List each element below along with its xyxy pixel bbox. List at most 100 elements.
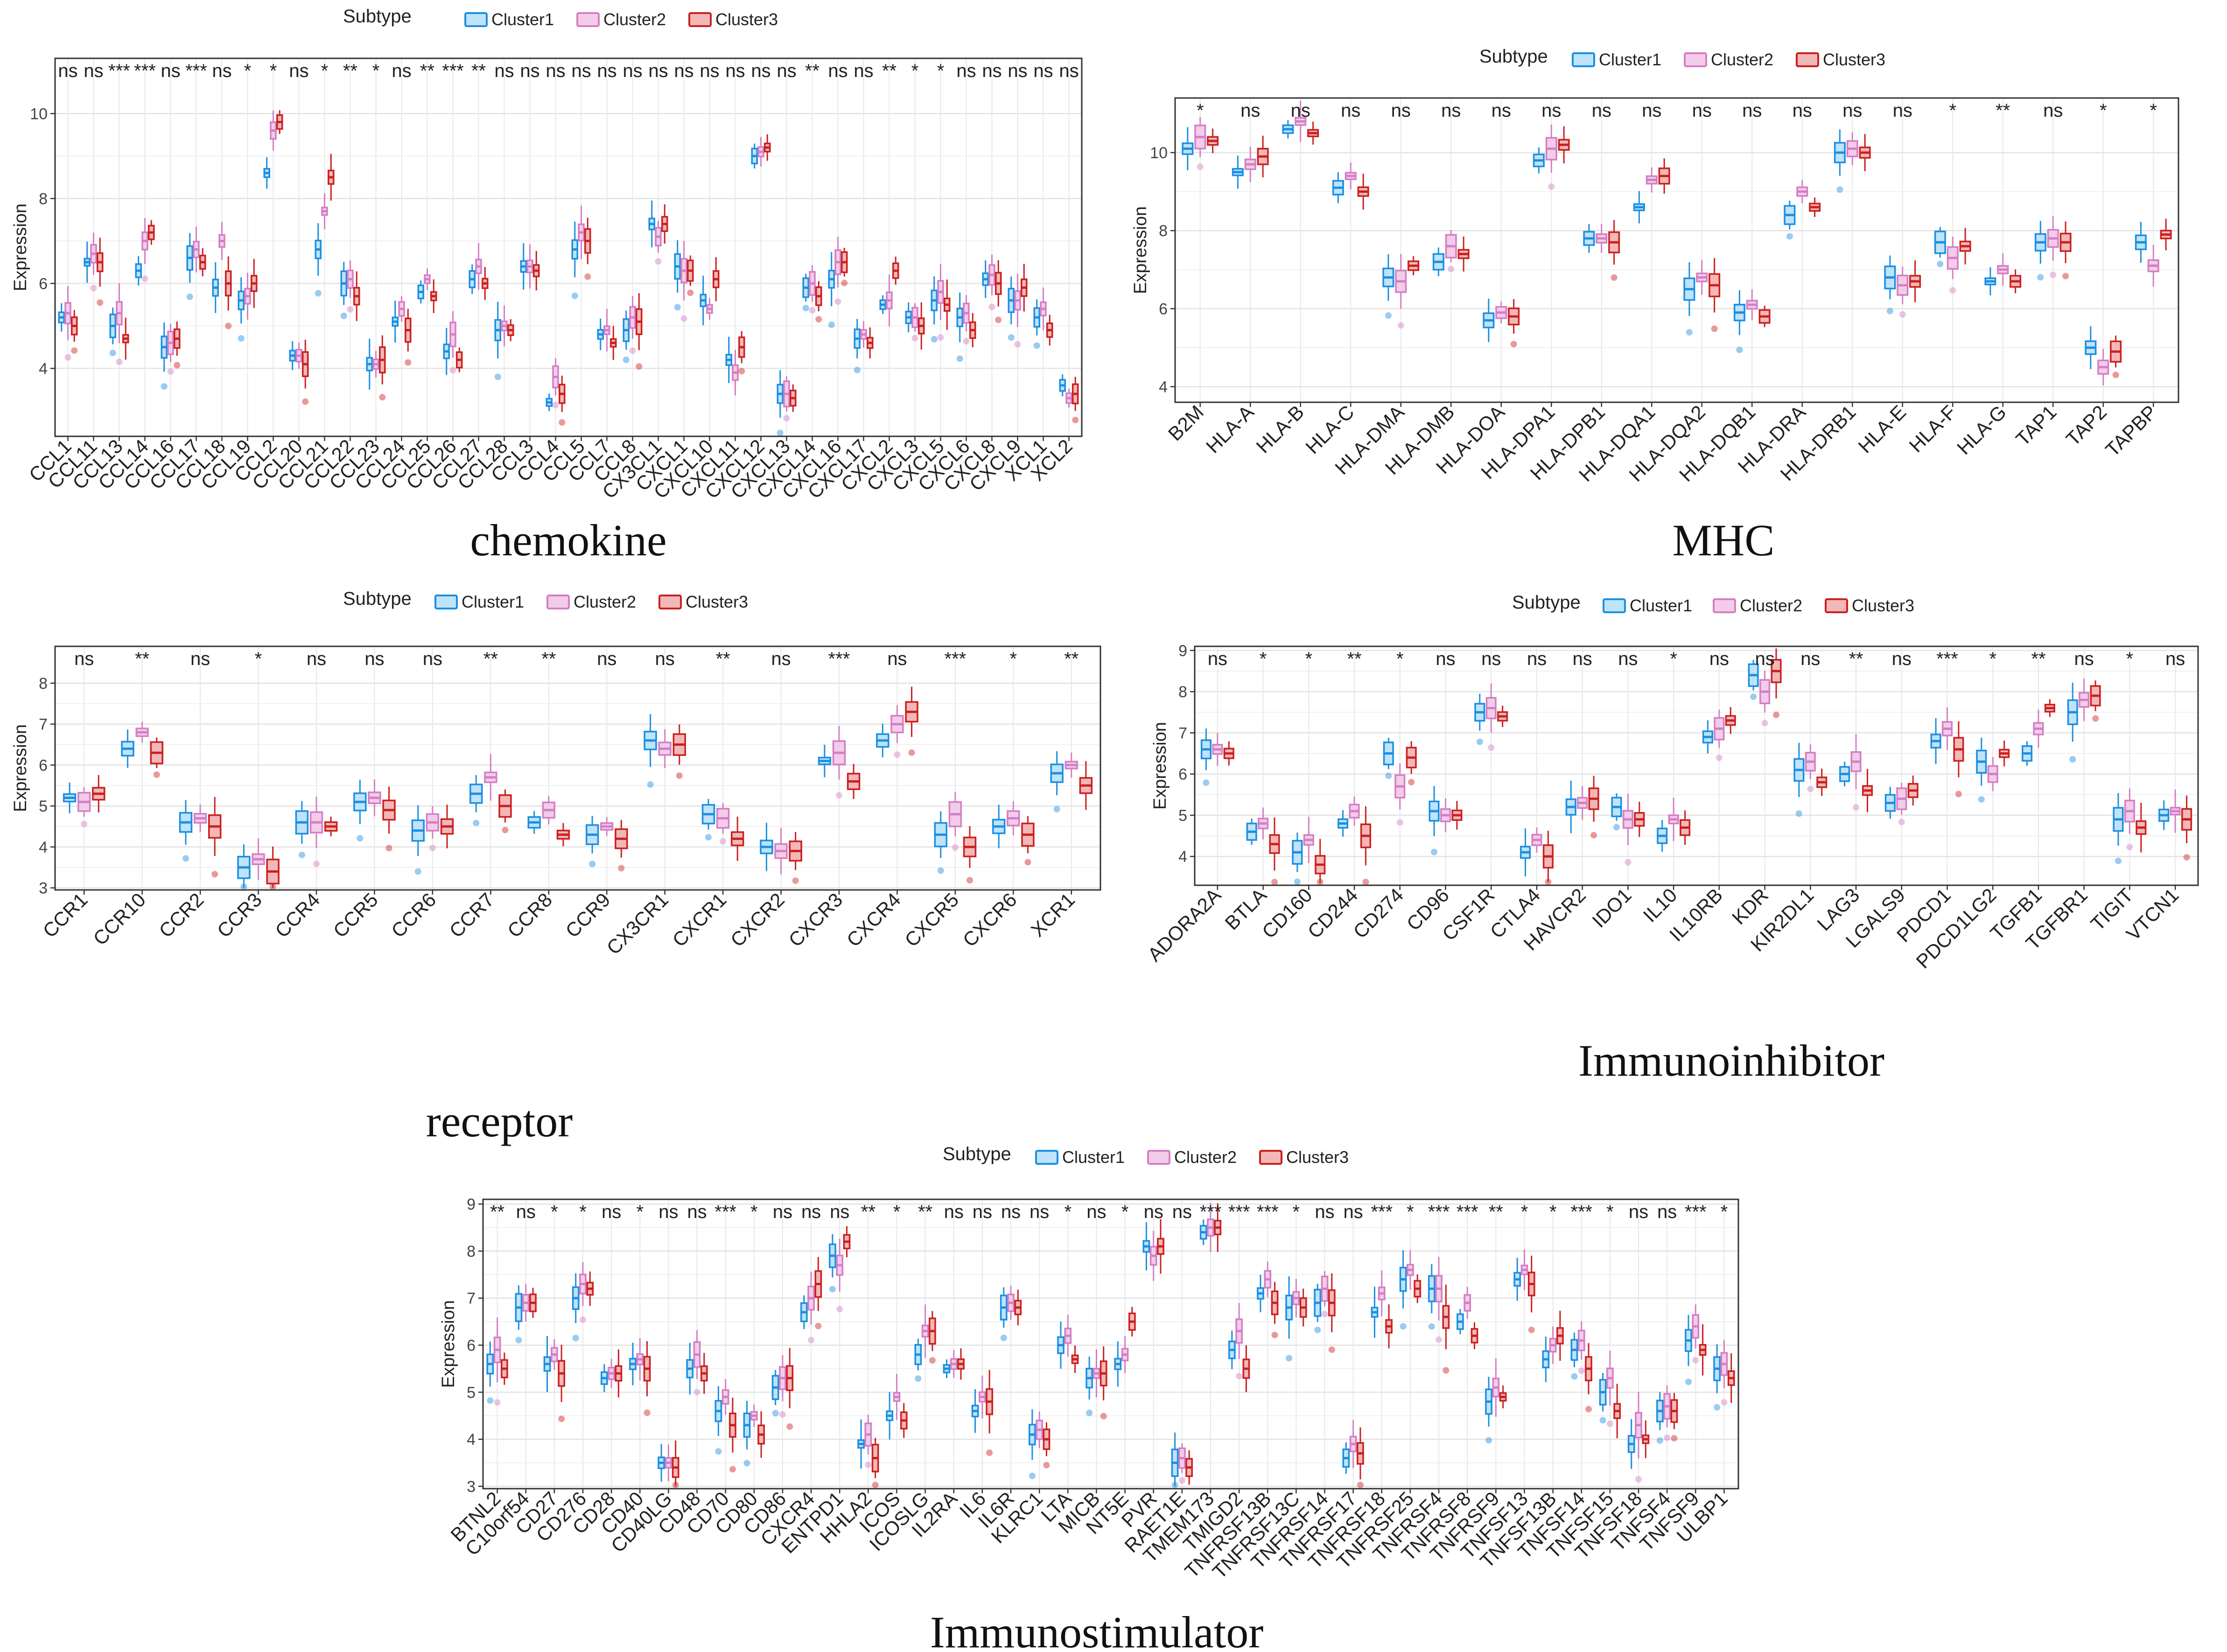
- outlier-point: [655, 258, 662, 265]
- legend-label-cluster3: Cluster3: [715, 10, 778, 29]
- outlier-point: [1613, 824, 1620, 831]
- box-ccr1-cluster2: [77, 787, 91, 827]
- box-ccl16-cluster1: [161, 322, 168, 390]
- box-lgals9-cluster3: [1907, 775, 1919, 806]
- outlier-point: [1396, 819, 1403, 826]
- outlier-point: [589, 861, 596, 868]
- box-cxcr4-cluster1: [876, 723, 889, 758]
- outlier-point: [315, 290, 322, 297]
- box-kdr-cluster2: [1759, 671, 1771, 727]
- panel-immunoinhibitor: Subtype Cluster1 Cluster2 Cluster3 4 5 6 7 8…: [1143, 592, 2199, 1085]
- box-hla-dpb1-cluster1: [1583, 224, 1595, 253]
- outlier-point: [494, 1399, 501, 1406]
- significance-label: ns: [1441, 100, 1461, 121]
- box-ccl20-cluster3: [302, 340, 309, 405]
- box-hla-f-cluster2: [1947, 237, 1959, 294]
- box-ccl14-cluster3: [148, 220, 155, 245]
- outlier-point: [1721, 1399, 1728, 1406]
- outlier-point: [786, 1423, 793, 1430]
- box-tnfsf9-cluster2: [1692, 1304, 1700, 1364]
- significance-label: *: [893, 1202, 901, 1222]
- significance-label: ns: [1657, 1202, 1677, 1222]
- significance-label: ns: [58, 61, 77, 81]
- box-vtcn1-cluster1: [2158, 800, 2170, 830]
- box-cxcl17-cluster3: [867, 327, 874, 358]
- box-tnfsf9-cluster1: [1685, 1315, 1692, 1386]
- box-hla-dmb-cluster2: [1445, 230, 1457, 273]
- box-cxcl12-cluster2: [757, 137, 764, 167]
- box-ccr10-cluster3: [150, 737, 163, 778]
- box-ido1-cluster2: [1622, 793, 1633, 866]
- x-tick-label: TAPBP: [2101, 401, 2161, 461]
- box-cd96-cluster3: [1451, 801, 1463, 830]
- significance-label: **: [490, 1202, 504, 1222]
- significance-label: **: [861, 1202, 875, 1222]
- box-ccl21-cluster1: [315, 223, 322, 297]
- box-pdcd1lg2-cluster2: [1987, 757, 1998, 791]
- x-tick-label: ADORA2A: [1143, 884, 1225, 966]
- outlier-point: [1599, 1417, 1606, 1424]
- significance-label: ns: [1029, 1202, 1049, 1222]
- outlier-point: [116, 358, 123, 365]
- box-lgals9-cluster2: [1896, 783, 1907, 826]
- y-tick-label: 8: [39, 675, 48, 693]
- box-nt5e-cluster3: [1128, 1307, 1136, 1337]
- box-ccl24-cluster2: [398, 296, 405, 322]
- box-ccl2-cluster3: [276, 110, 283, 134]
- significance-label: **: [716, 649, 730, 669]
- outlier-point: [834, 298, 841, 305]
- significance-label: ns: [830, 1202, 849, 1222]
- box-hla-dmb-cluster3: [1457, 236, 1470, 272]
- y-tick-label: 8: [1178, 683, 1187, 701]
- legend-label-cluster1: Cluster1: [491, 10, 554, 29]
- legend-swatch-cluster3: [658, 595, 682, 609]
- significance-label: *: [1721, 1202, 1728, 1222]
- outlier-point: [1053, 805, 1060, 812]
- outlier-point: [815, 1323, 822, 1330]
- box-il6-cluster2: [979, 1375, 986, 1419]
- box-cxcl8-cluster3: [995, 260, 1002, 323]
- box-cd40-cluster3: [643, 1341, 651, 1416]
- box-ccl16-cluster2: [167, 323, 174, 375]
- outlier-point: [1286, 1355, 1293, 1362]
- outlier-point: [1711, 325, 1718, 332]
- box-ccl21-cluster2: [321, 193, 328, 230]
- legend-swatch-cluster3: [1796, 52, 1819, 67]
- y-tick-label: 9: [467, 1196, 476, 1213]
- box-cxcr3-cluster1: [818, 744, 832, 777]
- box-ccr7-cluster3: [498, 789, 512, 833]
- outlier-point: [1955, 791, 1962, 798]
- x-tick-label: CCR2: [154, 889, 208, 942]
- box-hla-dpb1-cluster2: [1596, 224, 1608, 253]
- box-cxcl17-cluster1: [854, 319, 861, 373]
- box-kdr-cluster3: [1771, 648, 1782, 718]
- box-cxcr5-cluster1: [934, 811, 947, 874]
- outlier-point: [705, 834, 712, 841]
- outlier-point: [1528, 1326, 1535, 1333]
- box-entpd1-cluster3: [843, 1226, 851, 1258]
- box-ccl28-cluster1: [494, 301, 501, 380]
- box-tnfsf9-cluster3: [1699, 1324, 1707, 1376]
- outlier-point: [269, 883, 276, 890]
- box-ccl18-cluster1: [212, 262, 219, 313]
- box-xcr1-cluster1: [1050, 751, 1064, 812]
- box-ccl24-cluster1: [392, 301, 399, 343]
- box-tnfrsf13b-cluster3: [1271, 1281, 1279, 1338]
- y-tick-label: 3: [39, 880, 48, 897]
- outlier-point: [911, 335, 918, 342]
- box-tgfb1-cluster2: [2033, 709, 2044, 748]
- box-vtcn1-cluster3: [2181, 795, 2192, 861]
- outlier-point: [174, 362, 181, 369]
- box-hhla2-cluster2: [864, 1414, 872, 1468]
- box-csf1r-cluster2: [1485, 683, 1497, 751]
- box-il10-cluster2: [1668, 798, 1679, 841]
- x-tick-label: CD274: [1349, 884, 1408, 943]
- box-il6r-cluster2: [1007, 1286, 1015, 1320]
- outlier-point: [841, 280, 848, 287]
- box-ccr3-cluster3: [266, 846, 280, 890]
- box-cx3cl1-cluster2: [655, 221, 662, 265]
- significance-label: ***: [134, 61, 156, 81]
- outlier-point: [808, 1337, 815, 1344]
- significance-label: ***: [1570, 1202, 1592, 1222]
- legend-swatch-cluster2: [1713, 598, 1736, 613]
